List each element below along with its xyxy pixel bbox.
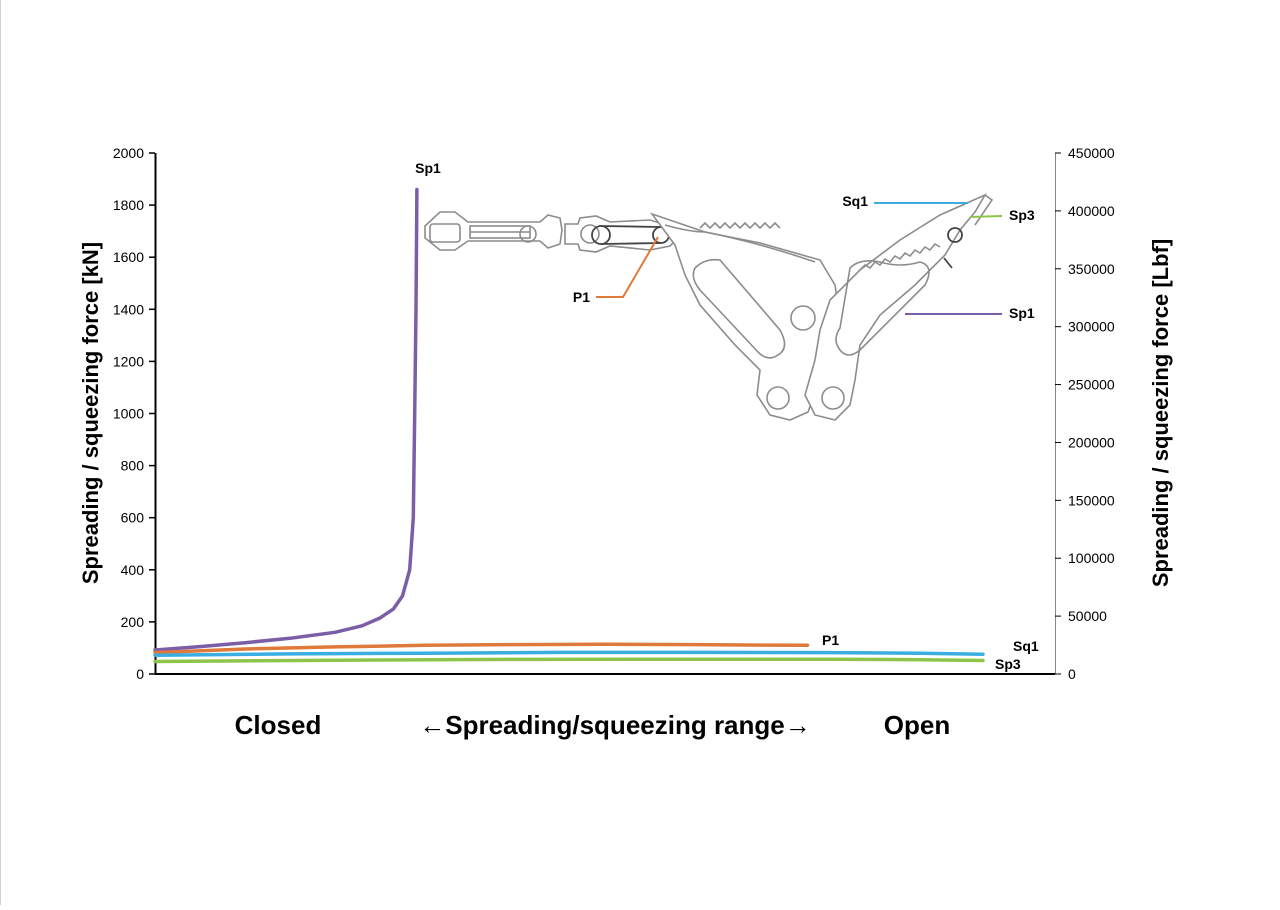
left-tick-label: 600 bbox=[121, 510, 145, 526]
right-tick-label: 0 bbox=[1068, 666, 1076, 682]
axes bbox=[154, 153, 1056, 675]
right-tick-label: 150000 bbox=[1068, 492, 1115, 508]
series-line-p1 bbox=[153, 642, 810, 655]
right-tick-label: 100000 bbox=[1068, 550, 1115, 566]
x-label-range: ←Spreading/squeezing range→ bbox=[419, 710, 811, 740]
left-tick-label: 200 bbox=[121, 614, 145, 630]
callout-leaders bbox=[596, 202, 1003, 315]
p1-series-label: P1 bbox=[822, 632, 839, 648]
left-tick-label: 1000 bbox=[113, 406, 144, 422]
left-y-ticks: 0 200 400 600 800 1000 1200 1400 1600 1800 2000 bbox=[113, 145, 155, 682]
left-tick-label: 0 bbox=[136, 666, 144, 682]
x-label-open: Open bbox=[884, 710, 950, 740]
right-tick-label: 350000 bbox=[1068, 261, 1115, 277]
right-tick-label: 250000 bbox=[1068, 377, 1115, 393]
p1-callout-label: P1 bbox=[573, 289, 590, 305]
sq1-callout-label: Sq1 bbox=[842, 193, 868, 209]
left-tick-label: 800 bbox=[121, 458, 145, 474]
sp1-top-label: Sp1 bbox=[415, 160, 441, 176]
left-axis-title: Spreading / squeezing force [kN] bbox=[78, 242, 103, 584]
p1-callout-leader bbox=[596, 236, 659, 298]
series-line-sq1 bbox=[153, 650, 985, 657]
sp3-series-label: Sp3 bbox=[995, 656, 1021, 672]
sp1-callout-label: Sp1 bbox=[1009, 305, 1035, 321]
right-y-ticks: 0 50000 100000 150000 200000 250000 300000 3500… bbox=[1055, 145, 1115, 682]
left-tick-label: 1800 bbox=[113, 197, 144, 213]
sq1-series-label: Sq1 bbox=[1013, 638, 1039, 654]
left-tick-label: 400 bbox=[121, 562, 145, 578]
left-tick-label: 1400 bbox=[113, 301, 144, 317]
sp3-callout-label: Sp3 bbox=[1009, 207, 1035, 223]
series-line-sp3 bbox=[153, 657, 985, 664]
series-line-sp1 bbox=[153, 187, 419, 652]
left-tick-label: 2000 bbox=[113, 145, 144, 161]
right-axis-title: Spreading / squeezing force [Lbf] bbox=[1148, 239, 1173, 587]
series-layer bbox=[153, 187, 985, 664]
right-tick-label: 300000 bbox=[1068, 319, 1115, 335]
right-tick-label: 450000 bbox=[1068, 145, 1115, 161]
right-tick-label: 400000 bbox=[1068, 203, 1115, 219]
right-tick-label: 50000 bbox=[1068, 608, 1107, 624]
left-tick-label: 1600 bbox=[113, 249, 144, 265]
right-tick-label: 200000 bbox=[1068, 434, 1115, 450]
spreader-tool-illustration bbox=[424, 193, 994, 421]
sp3-callout-leader bbox=[969, 215, 1003, 218]
x-label-closed: Closed bbox=[235, 710, 322, 740]
left-tick-label: 1200 bbox=[113, 353, 144, 369]
